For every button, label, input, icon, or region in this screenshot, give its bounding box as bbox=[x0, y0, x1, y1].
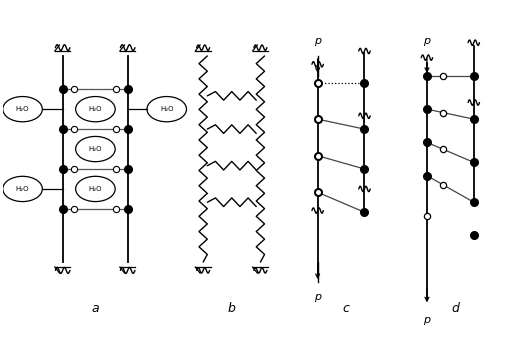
Text: H₂O: H₂O bbox=[89, 106, 102, 112]
Text: p: p bbox=[423, 315, 430, 325]
Text: H₂O: H₂O bbox=[89, 186, 102, 192]
Text: d: d bbox=[452, 302, 460, 315]
Text: c: c bbox=[343, 302, 350, 315]
Text: H₂O: H₂O bbox=[89, 146, 102, 152]
Text: p: p bbox=[314, 292, 321, 302]
Text: p: p bbox=[423, 36, 430, 46]
Text: H₂O: H₂O bbox=[16, 106, 29, 112]
Text: a: a bbox=[92, 302, 99, 315]
Text: H₂O: H₂O bbox=[16, 186, 29, 192]
Text: b: b bbox=[228, 302, 236, 315]
Text: p: p bbox=[314, 36, 321, 46]
Text: H₂O: H₂O bbox=[160, 106, 174, 112]
